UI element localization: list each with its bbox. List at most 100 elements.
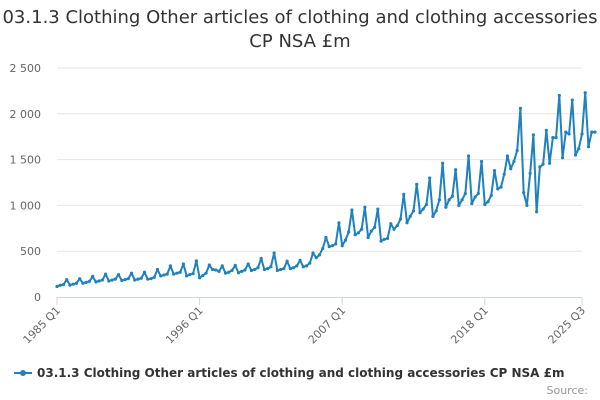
- data-point[interactable]: [162, 273, 166, 277]
- data-point[interactable]: [593, 130, 597, 134]
- data-point[interactable]: [560, 156, 565, 160]
- data-point[interactable]: [233, 263, 237, 267]
- data-point[interactable]: [379, 239, 383, 243]
- data-point[interactable]: [223, 271, 228, 275]
- data-point[interactable]: [431, 214, 435, 218]
- data-point[interactable]: [262, 267, 267, 272]
- data-point[interactable]: [159, 274, 163, 278]
- data-point[interactable]: [207, 263, 211, 267]
- data-point[interactable]: [152, 275, 156, 279]
- data-point[interactable]: [489, 193, 493, 197]
- data-point[interactable]: [479, 159, 484, 164]
- data-point[interactable]: [369, 229, 373, 233]
- data-point[interactable]: [87, 279, 92, 284]
- data-point[interactable]: [363, 205, 367, 209]
- data-point[interactable]: [81, 281, 85, 285]
- data-point[interactable]: [191, 272, 195, 276]
- data-point[interactable]: [220, 264, 224, 268]
- data-point[interactable]: [136, 277, 140, 281]
- data-point[interactable]: [353, 233, 357, 237]
- data-point[interactable]: [181, 262, 185, 266]
- data-point[interactable]: [246, 262, 250, 266]
- data-point[interactable]: [547, 161, 552, 165]
- data-point[interactable]: [476, 191, 480, 196]
- data-point[interactable]: [308, 261, 312, 265]
- data-point[interactable]: [554, 136, 558, 140]
- data-point[interactable]: [505, 154, 510, 158]
- data-point[interactable]: [463, 191, 467, 196]
- data-point[interactable]: [366, 235, 370, 240]
- data-point[interactable]: [492, 168, 497, 173]
- data-point[interactable]: [385, 236, 390, 240]
- data-point[interactable]: [580, 132, 584, 136]
- data-point[interactable]: [172, 272, 176, 276]
- data-point[interactable]: [55, 284, 59, 289]
- data-point[interactable]: [210, 267, 215, 272]
- data-point[interactable]: [334, 242, 338, 246]
- data-point[interactable]: [61, 283, 66, 287]
- data-point[interactable]: [372, 225, 377, 229]
- data-point[interactable]: [168, 264, 173, 268]
- data-point[interactable]: [100, 278, 104, 282]
- data-point[interactable]: [230, 268, 234, 273]
- data-point[interactable]: [74, 281, 79, 285]
- data-point[interactable]: [418, 211, 422, 215]
- data-point[interactable]: [194, 259, 198, 263]
- data-point[interactable]: [65, 278, 69, 282]
- data-point[interactable]: [466, 154, 471, 158]
- data-point[interactable]: [178, 270, 182, 274]
- data-point[interactable]: [188, 272, 192, 277]
- data-point[interactable]: [356, 231, 360, 235]
- data-point[interactable]: [376, 207, 380, 211]
- data-point[interactable]: [509, 167, 513, 171]
- data-point[interactable]: [249, 268, 254, 273]
- data-point[interactable]: [389, 222, 393, 226]
- data-point[interactable]: [411, 209, 416, 213]
- data-point[interactable]: [275, 268, 279, 273]
- data-point[interactable]: [71, 282, 75, 286]
- data-point[interactable]: [470, 201, 474, 206]
- data-point[interactable]: [395, 223, 399, 228]
- data-point[interactable]: [165, 272, 169, 276]
- data-point[interactable]: [525, 203, 529, 207]
- data-point[interactable]: [142, 270, 147, 274]
- data-point[interactable]: [291, 266, 296, 270]
- data-point[interactable]: [104, 272, 108, 276]
- data-point[interactable]: [512, 159, 516, 164]
- data-point[interactable]: [311, 251, 315, 255]
- data-point[interactable]: [58, 283, 62, 287]
- data-point[interactable]: [133, 278, 137, 282]
- data-point[interactable]: [253, 267, 257, 272]
- data-point[interactable]: [298, 258, 302, 262]
- data-point[interactable]: [343, 238, 348, 242]
- data-point[interactable]: [259, 256, 263, 261]
- data-point[interactable]: [243, 268, 247, 272]
- data-point[interactable]: [227, 270, 231, 274]
- data-point[interactable]: [201, 273, 205, 278]
- credits[interactable]: Source:: [546, 384, 589, 397]
- data-point[interactable]: [197, 276, 202, 280]
- data-point[interactable]: [538, 165, 542, 169]
- data-point[interactable]: [269, 265, 273, 269]
- data-point[interactable]: [398, 217, 403, 221]
- data-point[interactable]: [279, 267, 283, 272]
- data-point[interactable]: [590, 130, 594, 134]
- data-point[interactable]: [424, 202, 429, 207]
- data-point[interactable]: [288, 267, 292, 271]
- data-point[interactable]: [541, 162, 545, 166]
- data-point[interactable]: [515, 148, 519, 153]
- data-point[interactable]: [113, 277, 117, 281]
- data-point[interactable]: [97, 279, 101, 283]
- data-point[interactable]: [502, 172, 506, 176]
- data-point[interactable]: [123, 278, 127, 282]
- data-point[interactable]: [78, 277, 82, 281]
- data-point[interactable]: [564, 130, 568, 134]
- data-point[interactable]: [295, 264, 299, 268]
- data-point[interactable]: [405, 221, 409, 225]
- data-point[interactable]: [337, 221, 341, 225]
- data-point[interactable]: [324, 235, 328, 240]
- data-point[interactable]: [149, 277, 153, 281]
- data-point[interactable]: [139, 276, 143, 280]
- data-point[interactable]: [473, 195, 477, 199]
- data-point[interactable]: [535, 210, 539, 214]
